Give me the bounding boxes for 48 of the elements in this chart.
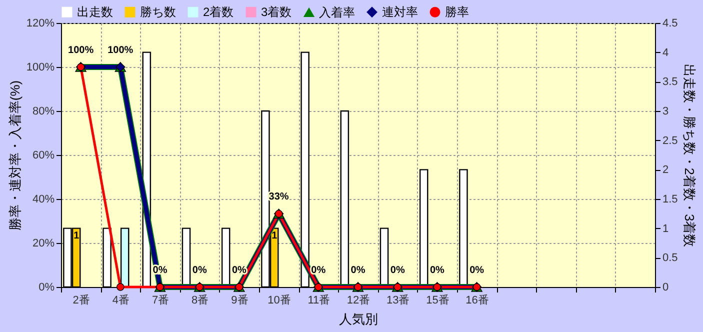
x-tick-label: 13番 <box>386 294 410 306</box>
y2-tick-label: 3.5 <box>662 76 678 88</box>
legend-label: 連対率 <box>382 5 418 20</box>
x-tick-label: 7番 <box>152 294 170 306</box>
x-tick-label: 2番 <box>72 294 90 306</box>
data-label: 0% <box>390 265 405 276</box>
x-tick-label: 8番 <box>192 294 209 306</box>
x-tick-label: 16番 <box>466 294 489 306</box>
y2-tick-label: 0.5 <box>662 252 678 264</box>
legend-label: 勝ち数 <box>140 5 176 20</box>
x-tick-label: 10番 <box>268 294 291 306</box>
y-axis-title: 勝率・連対率・入着率(%) <box>7 80 22 231</box>
y2-axis-title: 出走数・勝ち数・2着数・3着数 <box>682 64 697 248</box>
x-tick-label: 11番 <box>308 294 330 306</box>
data-label: 1 <box>272 230 278 242</box>
x-tick-label: 12番 <box>346 294 370 306</box>
data-label: 100% <box>108 45 134 56</box>
y-tick-label: 100% <box>26 62 55 74</box>
y2-tick-label: 4.5 <box>662 18 678 30</box>
x-axis-title: 人気別 <box>339 312 378 326</box>
x-tick-label: 15番 <box>426 294 450 306</box>
y-tick-label: 40% <box>32 194 55 206</box>
data-label: 1 <box>74 230 80 242</box>
data-label: 0% <box>430 265 445 276</box>
x-tick-label: 9番 <box>231 294 248 306</box>
legend-label: 2着数 <box>203 5 234 20</box>
data-label: 0% <box>470 265 484 276</box>
y2-tick-label: 2.5 <box>662 134 678 147</box>
y2-tick-label: 2 <box>662 164 669 176</box>
data-label: 0% <box>192 265 207 276</box>
y2-tick-label: 4 <box>662 46 669 59</box>
x-tick-label: 4番 <box>112 294 130 306</box>
point <box>116 283 124 291</box>
y-tick-label: 20% <box>32 238 55 250</box>
y-tick-label: 120% <box>26 18 55 30</box>
legend-label: 入着率 <box>319 5 355 20</box>
y2-tick-label: 1.5 <box>662 194 678 206</box>
y-tick-label: 0% <box>38 282 55 294</box>
legend-label: 出走数 <box>77 5 113 20</box>
data-label: 100% <box>68 45 94 56</box>
legend-label: 3着数 <box>261 5 292 20</box>
y2-tick-label: 1 <box>662 222 669 235</box>
y-tick-label: 60% <box>32 150 55 162</box>
legend-label: 勝率 <box>445 5 469 20</box>
y2-tick-label: 0 <box>662 282 669 294</box>
y-tick-label: 80% <box>32 106 55 118</box>
y2-tick-label: 3 <box>662 106 669 118</box>
data-label: 0% <box>350 265 366 276</box>
